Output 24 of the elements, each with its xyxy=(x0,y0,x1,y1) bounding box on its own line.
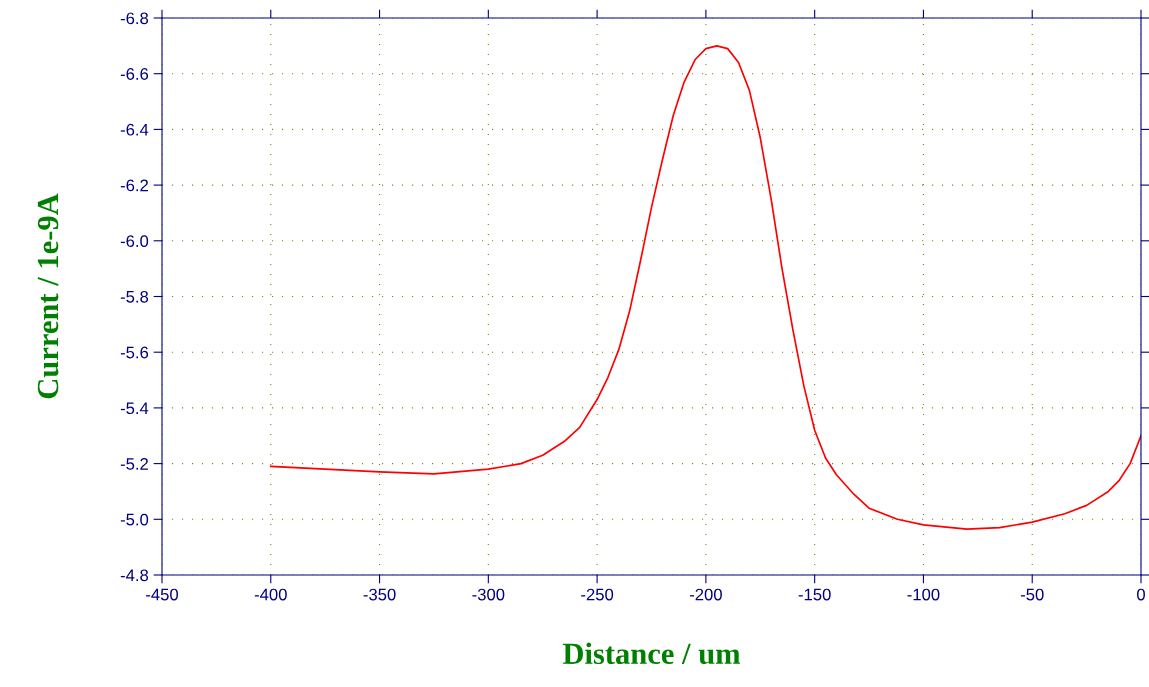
x-tick-label: -100 xyxy=(907,588,940,601)
y-tick-label: -5.6 xyxy=(120,346,149,359)
y-tick-label: -6.8 xyxy=(120,12,149,25)
x-tick-label: -450 xyxy=(146,588,179,601)
line-series xyxy=(269,45,1141,530)
y-tick-label: -5.2 xyxy=(120,458,148,470)
y-tick-label: -6.6 xyxy=(120,68,149,80)
y-tick-label: -5.4 xyxy=(120,402,149,415)
y-tick-label: -6.2 xyxy=(120,179,148,192)
y-tick-label: -5.8 xyxy=(120,290,149,303)
x-tick-label: -350 xyxy=(363,588,396,601)
x-tick-label: -250 xyxy=(581,588,614,601)
y-axis-title: Current / 1e-9A xyxy=(37,193,59,399)
y-tick-label: -5.0 xyxy=(120,513,149,526)
x-tick-label: -200 xyxy=(689,588,722,601)
x-axis-title: Distance / um xyxy=(562,642,741,665)
x-tick-label: -400 xyxy=(254,588,287,601)
x-tick-label: -50 xyxy=(1020,588,1044,601)
x-tick-label: 0 xyxy=(1137,588,1145,601)
y-tick-label: -6.4 xyxy=(120,123,149,136)
x-tick-label: -300 xyxy=(472,588,505,601)
y-tick-label: -6.0 xyxy=(120,235,149,247)
x-tick-label: -150 xyxy=(798,588,831,601)
y-tick-label: -4.8 xyxy=(120,569,149,582)
